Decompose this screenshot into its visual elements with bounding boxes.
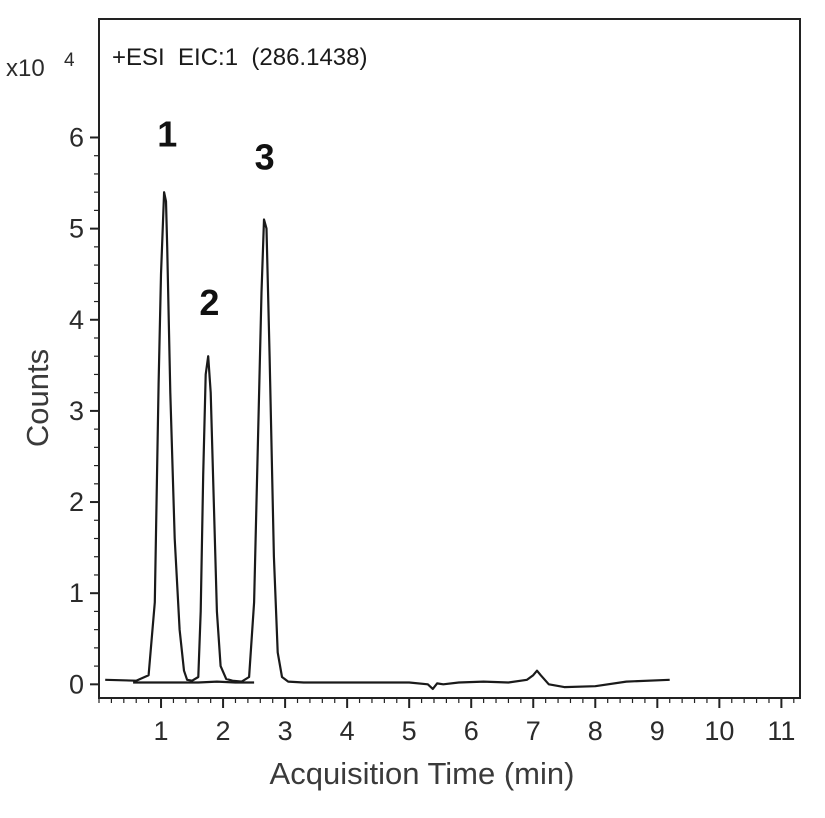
x-tick-label: 6 bbox=[464, 716, 479, 746]
x-tick-label: 7 bbox=[526, 716, 541, 746]
y-tick-label: 4 bbox=[69, 305, 84, 335]
peak-labels: 1 2 3 bbox=[157, 114, 274, 324]
eic-trace-2 bbox=[133, 680, 255, 684]
y-tick-label: 0 bbox=[69, 669, 84, 699]
x-tick-label: 11 bbox=[767, 716, 795, 746]
y-tick-label: 1 bbox=[69, 578, 84, 608]
x-axis: 1 2 3 4 5 6 7 8 9 10 11 bbox=[98, 698, 795, 746]
peak-label-2: 2 bbox=[199, 282, 219, 323]
y-scale-label: x10 bbox=[6, 55, 45, 82]
x-tick-label: 10 bbox=[704, 716, 734, 746]
x-axis-title: Acquisition Time (min) bbox=[270, 756, 575, 791]
y-tick-label: 6 bbox=[69, 122, 84, 152]
chart-title: +ESI EIC:1 (286.1438) bbox=[112, 44, 367, 71]
x-tick-label: 3 bbox=[278, 716, 293, 746]
y-scale-exponent: 4 bbox=[64, 50, 75, 71]
x-tick-label: 8 bbox=[588, 716, 603, 746]
y-axis-title: Counts bbox=[20, 349, 55, 447]
x-tick-label: 1 bbox=[154, 716, 169, 746]
x-tick-label: 5 bbox=[402, 716, 417, 746]
peak-label-1: 1 bbox=[157, 114, 177, 155]
peak-label-3: 3 bbox=[255, 136, 275, 177]
series-layer bbox=[105, 191, 670, 691]
eic-trace-1 bbox=[105, 191, 670, 691]
y-tick-label: 5 bbox=[69, 214, 84, 244]
x-tick-label: 4 bbox=[340, 716, 355, 746]
y-tick-label: 3 bbox=[69, 396, 84, 426]
x-tick-label: 9 bbox=[650, 716, 665, 746]
plot-frame bbox=[98, 18, 801, 699]
x-tick-label: 2 bbox=[216, 716, 231, 746]
y-axis: 0 1 2 3 4 5 6 bbox=[69, 122, 99, 699]
y-tick-label: 2 bbox=[69, 487, 84, 517]
